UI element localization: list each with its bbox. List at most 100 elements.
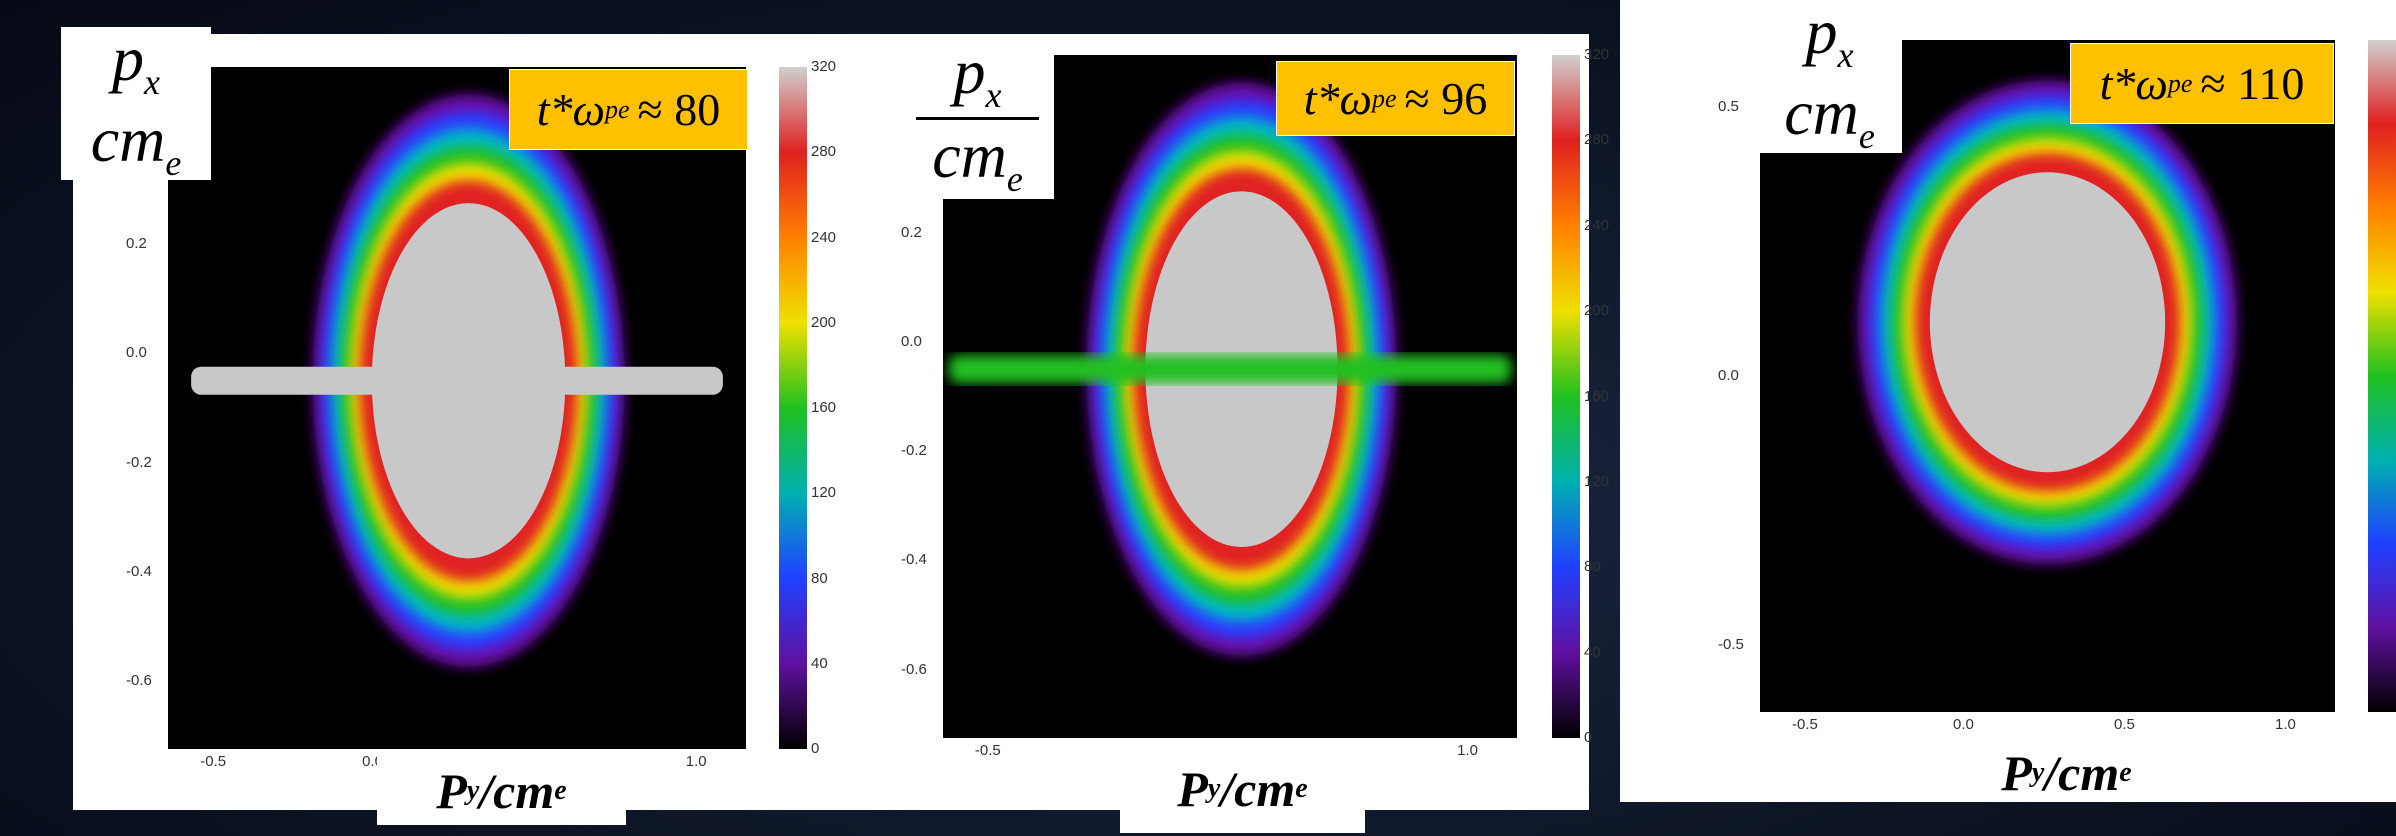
denominator: cme	[91, 107, 182, 183]
y-axis-label: px cme	[1757, 0, 1902, 153]
colorbar-tick-label: 160	[1584, 387, 1610, 405]
colorbar-tick-label: 200	[1584, 302, 1610, 320]
colorbar-tick-label: 40	[811, 654, 828, 672]
density-core	[1929, 172, 2166, 473]
time-prefix: t*ω	[2099, 58, 2168, 109]
y-tick-label: 0.5	[1718, 98, 1739, 116]
y-tick-label: -0.4	[901, 551, 927, 569]
time-subscript: pe	[604, 94, 630, 124]
time-label: t*ω pe ≈ 110	[2070, 43, 2334, 124]
time-label: t*ω pe ≈ 96	[1276, 61, 1515, 136]
x-label-rest-sub: e	[2119, 756, 2132, 788]
y-tick-label: 0.2	[126, 235, 147, 253]
x-label-rest: /cm	[479, 762, 555, 819]
plot-area	[1760, 40, 2335, 712]
density-map	[1857, 80, 2238, 565]
fraction-bar	[916, 117, 1039, 120]
colorbar-tick-label: 80	[1584, 558, 1601, 576]
denominator: cme	[932, 124, 1023, 197]
x-label-base: P	[1177, 760, 1208, 817]
denominator-sub: e	[1006, 158, 1023, 199]
x-label-sub: y	[466, 774, 480, 806]
x-tick-label: 1.0	[2275, 716, 2296, 733]
time-prefix: t*ω	[1303, 73, 1372, 124]
denominator-base: cm	[90, 103, 166, 175]
y-tick-label: 0.0	[1718, 367, 1739, 384]
denominator: cme	[1784, 80, 1875, 156]
y-tick-label: -0.2	[126, 453, 152, 471]
plot-area	[168, 67, 746, 749]
x-label-rest-sub: e	[554, 774, 567, 806]
colorbar-tick-label: 280	[1584, 131, 1610, 149]
x-tick-label: 1.0	[685, 753, 707, 770]
x-label-base: P	[2001, 744, 2032, 801]
colorbar-tick-label: 280	[811, 143, 837, 161]
numerator-sub: x	[144, 61, 160, 102]
time-subscript: pe	[1371, 83, 1397, 113]
x-tick-label: -0.5	[1792, 716, 1818, 733]
x-tick-label: 1.0	[1457, 742, 1478, 759]
x-label-rest: /cm	[2044, 744, 2120, 801]
y-axis-label: px cme	[61, 26, 211, 183]
numerator-base: p	[1805, 0, 1838, 67]
denominator-base: cm	[1784, 76, 1859, 148]
plot-area	[943, 55, 1517, 738]
colorbar	[2368, 40, 2396, 712]
time-subscript: pe	[2167, 68, 2193, 98]
density-streak	[948, 355, 1512, 384]
time-suffix: ≈ 80	[637, 84, 721, 135]
numerator-sub: x	[985, 75, 1002, 115]
numerator-sub: x	[1837, 34, 1854, 75]
colorbar-tick-label: 40	[1584, 643, 1601, 661]
colorbar	[1552, 55, 1580, 738]
colorbar	[779, 67, 807, 749]
numerator: px	[112, 26, 160, 102]
time-prefix: t*ω	[536, 84, 605, 135]
x-label-rest-sub: e	[1295, 772, 1308, 804]
y-tick-label: -0.5	[1718, 635, 1744, 653]
numerator: px	[1806, 0, 1854, 73]
y-tick-label: 0.2	[901, 223, 922, 241]
colorbar-tick-label: 0	[1584, 729, 1593, 746]
y-axis-label: px cme	[901, 38, 1054, 199]
y-tick-label: 0.0	[901, 332, 922, 350]
colorbar-tick-label: 0	[811, 740, 820, 757]
colorbar-tick-label: 240	[811, 228, 837, 246]
x-label-rest: /cm	[1220, 760, 1296, 817]
time-suffix: ≈ 110	[2200, 58, 2305, 109]
colorbar-tick-label: 240	[1584, 216, 1610, 234]
colorbar-tick-label: 320	[1584, 46, 1610, 63]
colorbar-tick-label: 80	[811, 569, 828, 587]
density-streak	[191, 366, 723, 395]
numerator-base: p	[953, 36, 986, 108]
y-tick-label: -0.6	[126, 671, 152, 689]
y-tick-label: -0.6	[901, 660, 927, 678]
numerator: px	[954, 40, 1002, 113]
y-tick-label: -0.2	[901, 442, 927, 460]
x-label-sub: y	[2031, 756, 2045, 788]
y-tick-label: -0.4	[126, 562, 152, 580]
x-tick-label: -0.5	[200, 753, 227, 770]
density-map	[948, 82, 1512, 657]
x-tick-label: 0.5	[2114, 716, 2135, 733]
numerator-base: p	[112, 22, 144, 94]
density-map	[191, 94, 723, 668]
colorbar-tick-label: 200	[811, 313, 837, 331]
y-tick-label: 0.0	[126, 344, 147, 362]
colorbar-tick-label: 320	[811, 58, 837, 75]
denominator-base: cm	[932, 120, 1007, 191]
colorbar-tick-label: 160	[811, 399, 837, 416]
x-tick-label: 0.0	[1953, 716, 1974, 733]
denominator-sub: e	[1858, 115, 1875, 156]
x-tick-label: -0.5	[974, 742, 1001, 759]
colorbar-tick-label: 120	[811, 484, 837, 502]
denominator-sub: e	[165, 142, 182, 183]
colorbar-tick-label: 120	[1584, 472, 1610, 490]
x-label-sub: y	[1207, 772, 1221, 804]
time-label: t*ω pe ≈ 80	[509, 69, 748, 150]
time-suffix: ≈ 96	[1404, 73, 1488, 124]
